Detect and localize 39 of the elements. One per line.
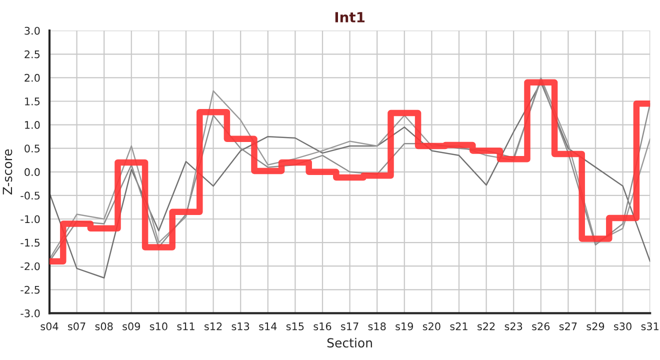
y-tick-label: -2.5 bbox=[20, 286, 40, 294]
y-tick-label: 1.0 bbox=[25, 121, 40, 129]
y-tick-label: -1.5 bbox=[20, 238, 40, 247]
y-tick-label: 2.0 bbox=[24, 74, 40, 82]
x-tick-label: s17 bbox=[341, 322, 358, 330]
x-tick-label: s08 bbox=[95, 322, 113, 330]
x-tick-label: s29 bbox=[586, 322, 604, 330]
x-tick-label: s26 bbox=[532, 322, 550, 330]
x-tick-label: s12 bbox=[204, 322, 222, 330]
y-tick-label: 2.5 bbox=[24, 50, 40, 58]
y-tick-label: -3.0 bbox=[20, 309, 40, 318]
y-tick-label: 0.0 bbox=[24, 168, 40, 176]
x-tick-label: s14 bbox=[259, 322, 277, 330]
y-tick-label: 0.5 bbox=[24, 144, 40, 152]
x-tick-label: s10 bbox=[150, 322, 168, 330]
x-tick-label: s20 bbox=[422, 322, 440, 330]
x-tick-label: s18 bbox=[368, 322, 386, 330]
x-tick-label: s22 bbox=[478, 322, 495, 330]
y-axis-title: Z-score bbox=[2, 149, 12, 195]
x-tick-label: s27 bbox=[559, 322, 577, 330]
x-tick-label: s13 bbox=[232, 322, 250, 330]
x-axis-title: Section bbox=[327, 338, 372, 348]
x-tick-label: s11 bbox=[177, 322, 194, 330]
y-tick-label: -2.0 bbox=[20, 262, 40, 270]
x-tick-label: s30 bbox=[614, 322, 632, 330]
y-tick-label: 1.5 bbox=[25, 98, 40, 106]
x-tick-label: s04 bbox=[40, 322, 58, 330]
x-tick-label: s31 bbox=[641, 322, 658, 330]
y-tick-label: -1.0 bbox=[20, 215, 40, 224]
x-tick-label: s07 bbox=[68, 322, 86, 330]
x-tick-label: s15 bbox=[286, 322, 304, 330]
x-tick-label: s23 bbox=[504, 322, 522, 330]
y-tick-label: 3.0 bbox=[24, 26, 40, 35]
y-tick-label: -0.5 bbox=[20, 192, 40, 200]
x-tick-label: s21 bbox=[450, 322, 468, 330]
x-tick-label: s09 bbox=[122, 322, 140, 330]
x-tick-label: s16 bbox=[314, 322, 332, 330]
chart-title: Int1 bbox=[335, 12, 365, 22]
x-tick-label: s19 bbox=[396, 322, 414, 330]
